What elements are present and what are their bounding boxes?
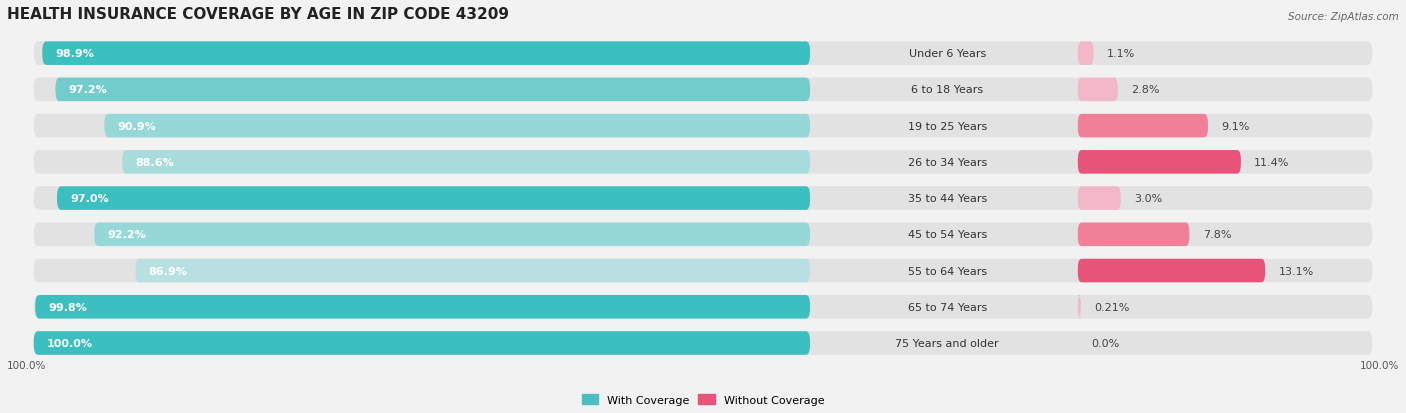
- FancyBboxPatch shape: [122, 151, 810, 174]
- Text: 2.8%: 2.8%: [1132, 85, 1160, 95]
- FancyBboxPatch shape: [34, 78, 1372, 102]
- Text: 19 to 25 Years: 19 to 25 Years: [908, 121, 987, 131]
- Text: 7.8%: 7.8%: [1202, 230, 1232, 240]
- FancyBboxPatch shape: [1078, 187, 1121, 210]
- FancyBboxPatch shape: [55, 78, 810, 102]
- FancyBboxPatch shape: [34, 151, 1372, 174]
- Text: 0.21%: 0.21%: [1094, 302, 1129, 312]
- FancyBboxPatch shape: [42, 42, 810, 66]
- FancyBboxPatch shape: [1078, 151, 1241, 174]
- FancyBboxPatch shape: [34, 223, 1372, 247]
- Text: 98.9%: 98.9%: [56, 49, 94, 59]
- Text: 100.0%: 100.0%: [48, 338, 93, 348]
- Text: 88.6%: 88.6%: [135, 157, 174, 167]
- Text: 3.0%: 3.0%: [1135, 194, 1163, 204]
- FancyBboxPatch shape: [34, 259, 1372, 282]
- FancyBboxPatch shape: [1078, 259, 1265, 282]
- FancyBboxPatch shape: [35, 295, 810, 319]
- Text: 90.9%: 90.9%: [118, 121, 156, 131]
- FancyBboxPatch shape: [1078, 223, 1189, 247]
- FancyBboxPatch shape: [94, 223, 810, 247]
- Text: 9.1%: 9.1%: [1222, 121, 1250, 131]
- Text: 97.2%: 97.2%: [69, 85, 108, 95]
- Text: 35 to 44 Years: 35 to 44 Years: [908, 194, 987, 204]
- FancyBboxPatch shape: [135, 259, 810, 282]
- Text: 75 Years and older: 75 Years and older: [896, 338, 1000, 348]
- Text: 1.1%: 1.1%: [1107, 49, 1135, 59]
- Legend: With Coverage, Without Coverage: With Coverage, Without Coverage: [576, 390, 830, 409]
- FancyBboxPatch shape: [34, 331, 810, 355]
- Text: HEALTH INSURANCE COVERAGE BY AGE IN ZIP CODE 43209: HEALTH INSURANCE COVERAGE BY AGE IN ZIP …: [7, 7, 509, 21]
- Text: Under 6 Years: Under 6 Years: [908, 49, 986, 59]
- FancyBboxPatch shape: [1077, 295, 1081, 319]
- Text: 92.2%: 92.2%: [108, 230, 146, 240]
- FancyBboxPatch shape: [58, 187, 810, 210]
- Text: 45 to 54 Years: 45 to 54 Years: [908, 230, 987, 240]
- Text: 65 to 74 Years: 65 to 74 Years: [908, 302, 987, 312]
- FancyBboxPatch shape: [1078, 42, 1094, 66]
- Text: 6 to 18 Years: 6 to 18 Years: [911, 85, 983, 95]
- Text: 55 to 64 Years: 55 to 64 Years: [908, 266, 987, 276]
- Text: 86.9%: 86.9%: [149, 266, 187, 276]
- Text: 100.0%: 100.0%: [7, 361, 46, 370]
- FancyBboxPatch shape: [34, 187, 1372, 210]
- FancyBboxPatch shape: [1078, 114, 1208, 138]
- FancyBboxPatch shape: [34, 295, 1372, 319]
- Text: 26 to 34 Years: 26 to 34 Years: [908, 157, 987, 167]
- Text: 99.8%: 99.8%: [49, 302, 87, 312]
- FancyBboxPatch shape: [34, 114, 1372, 138]
- Text: 0.0%: 0.0%: [1091, 338, 1119, 348]
- FancyBboxPatch shape: [104, 114, 810, 138]
- Text: 13.1%: 13.1%: [1278, 266, 1313, 276]
- Text: 97.0%: 97.0%: [70, 194, 110, 204]
- FancyBboxPatch shape: [34, 42, 1372, 66]
- FancyBboxPatch shape: [34, 331, 1372, 355]
- Text: Source: ZipAtlas.com: Source: ZipAtlas.com: [1288, 12, 1399, 22]
- Text: 100.0%: 100.0%: [1360, 361, 1399, 370]
- Text: 11.4%: 11.4%: [1254, 157, 1289, 167]
- FancyBboxPatch shape: [1078, 78, 1118, 102]
